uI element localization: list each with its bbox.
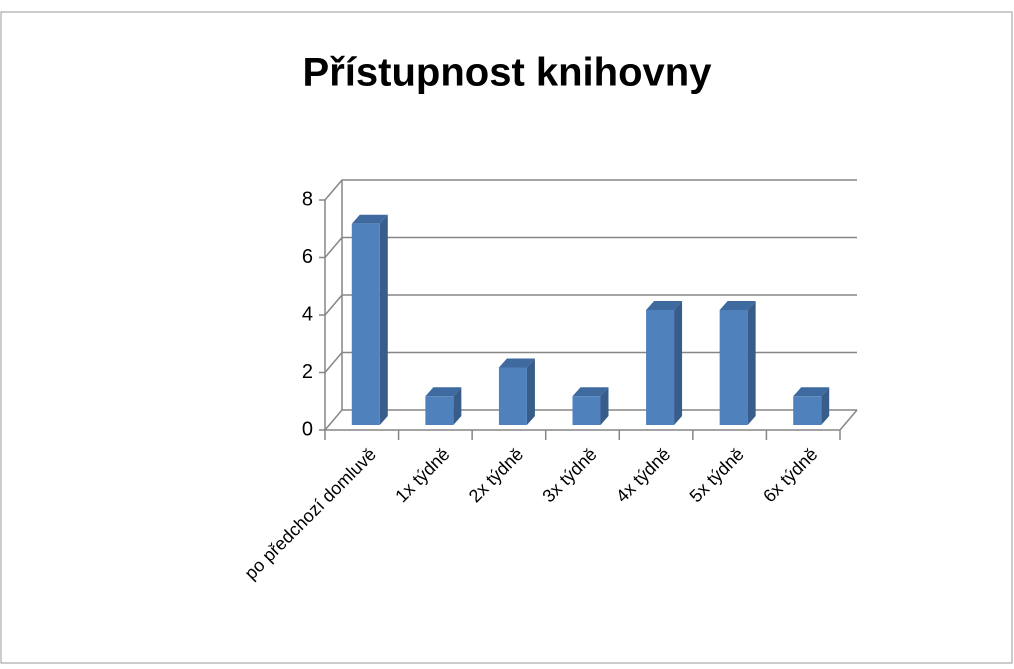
- grid-line: [324, 409, 857, 431]
- bar: [793, 396, 822, 425]
- grid-line: [324, 351, 857, 373]
- bar-top: [572, 387, 609, 397]
- y-tick-label: 0: [302, 418, 313, 440]
- chart-frame: [0, 11, 1013, 664]
- bar: [719, 310, 748, 425]
- bar: [498, 367, 527, 425]
- bar-top: [646, 301, 683, 310]
- bar-side: [379, 214, 388, 425]
- bar-side: [674, 301, 683, 425]
- y-tick-label: 2: [302, 361, 313, 383]
- bar-side: [453, 387, 462, 425]
- bar: [425, 396, 454, 425]
- bar-side: [747, 301, 756, 425]
- bar: [572, 396, 601, 425]
- bar-side: [821, 387, 830, 425]
- bar-side: [600, 387, 609, 425]
- grid-line: [324, 294, 857, 316]
- chart-title: Přístupnost knihovny: [303, 51, 713, 95]
- bar-side: [526, 358, 535, 425]
- bar: [646, 310, 675, 425]
- bar-top: [498, 358, 535, 368]
- y-tick-label: 4: [302, 303, 313, 325]
- bar: [351, 223, 380, 425]
- bar-top: [793, 387, 830, 397]
- y-tick-label: 8: [302, 188, 313, 210]
- bar-top: [719, 301, 756, 310]
- grid-line: [324, 236, 857, 258]
- grid-line: [324, 179, 857, 201]
- y-tick-label: 6: [302, 246, 313, 268]
- bar-top: [351, 214, 388, 224]
- bar-top: [425, 387, 462, 397]
